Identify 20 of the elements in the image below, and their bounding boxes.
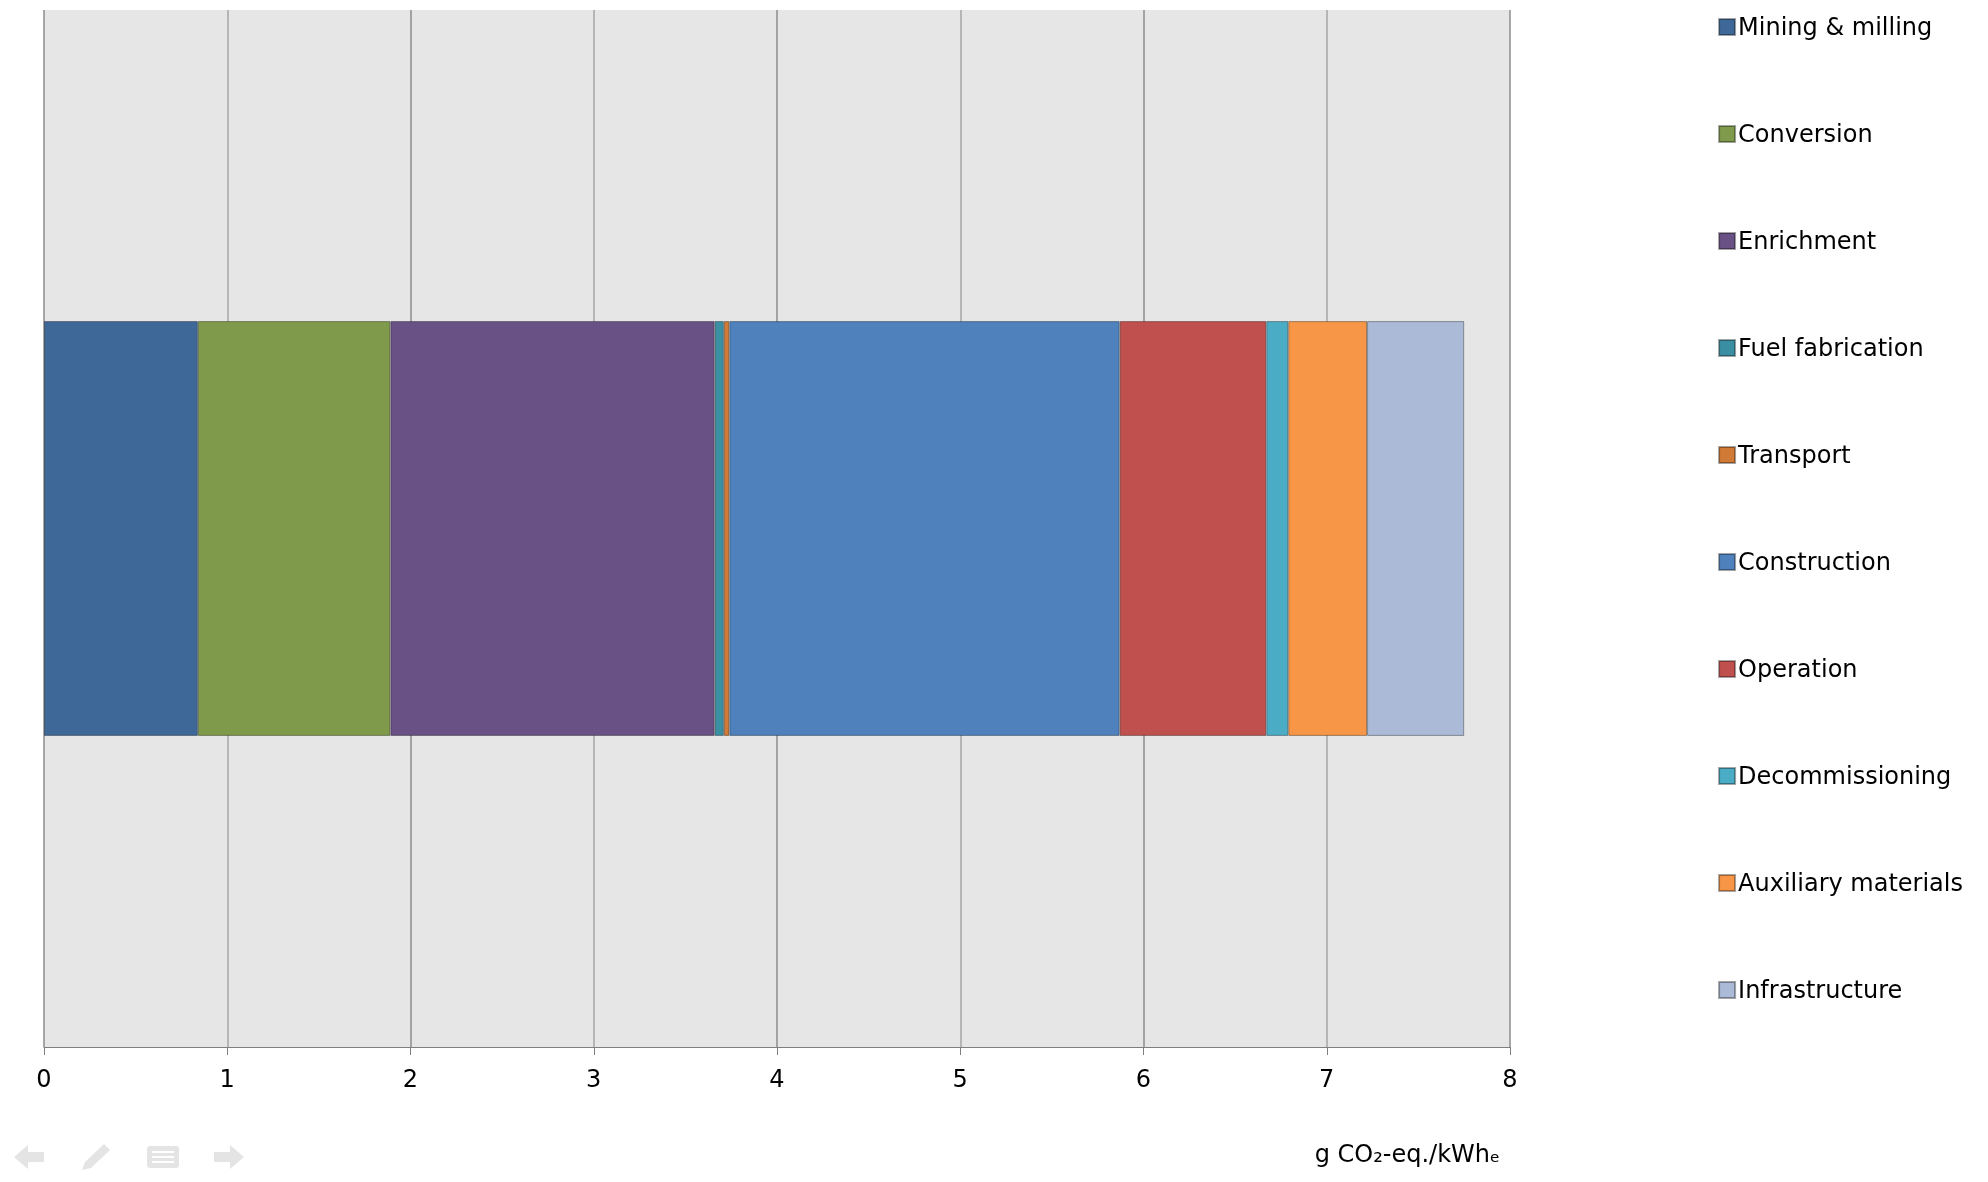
- x-tick-label: 1: [219, 1065, 235, 1093]
- x-tick-label: 5: [952, 1065, 968, 1093]
- legend-label: Enrichment: [1738, 227, 1877, 255]
- x-tick-label: 3: [586, 1065, 602, 1093]
- legend-label: Fuel fabrication: [1738, 334, 1924, 362]
- legend-label: Operation: [1738, 655, 1858, 683]
- x-tick-label: 2: [402, 1065, 419, 1093]
- legend-label: Construction: [1738, 548, 1891, 576]
- legend-label: Infrastructure: [1738, 976, 1903, 1004]
- x-tick-label: 7: [1319, 1065, 1335, 1093]
- legend-label: Conversion: [1738, 120, 1873, 148]
- legend-label: Mining & milling: [1738, 13, 1933, 41]
- legend-label: Decommissioning: [1738, 762, 1952, 790]
- x-tick-label: 8: [1502, 1065, 1518, 1093]
- x-tick-label: 0: [36, 1065, 52, 1093]
- legend-label: Auxiliary materials: [1738, 869, 1963, 897]
- x-tick-label: 4: [769, 1065, 785, 1093]
- x-axis-title: g CO₂-eq./kWhₑ: [1314, 1140, 1500, 1168]
- x-tick-label: 6: [1135, 1065, 1152, 1093]
- legend-label: Transport: [1737, 441, 1851, 469]
